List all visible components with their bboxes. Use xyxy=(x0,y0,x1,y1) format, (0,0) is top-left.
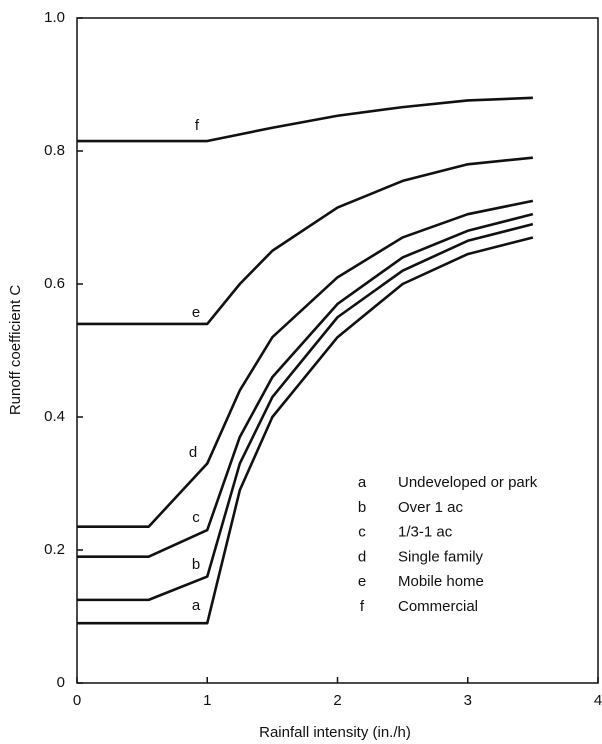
x-tick-label: 0 xyxy=(73,692,81,709)
y-tick-label: 0.8 xyxy=(44,142,65,159)
curve xyxy=(77,236,534,625)
curve xyxy=(77,222,534,602)
curve xyxy=(77,156,534,326)
plot-frame xyxy=(76,17,599,684)
legend-label: Undeveloped or park xyxy=(398,474,538,491)
curve-label: e xyxy=(192,304,200,321)
y-tick-label: 1.0 xyxy=(44,9,65,26)
x-tick-label: 4 xyxy=(594,692,602,709)
curve xyxy=(77,96,533,143)
y-axis-label: Runoff coefficient C xyxy=(7,285,24,416)
curve-label: a xyxy=(192,597,201,614)
legend-code: c xyxy=(358,524,366,541)
y-tick-label: 0 xyxy=(57,674,65,691)
x-tick-label: 1 xyxy=(203,692,211,709)
y-tick-label: 0.2 xyxy=(44,541,65,558)
legend-label: Mobile home xyxy=(398,573,484,590)
curve xyxy=(77,199,534,529)
y-tick-label: 0.4 xyxy=(44,408,65,425)
legend-code: d xyxy=(358,548,366,565)
legend-label: Commercial xyxy=(398,598,478,615)
legend-code: a xyxy=(358,474,367,491)
curve-label: c xyxy=(192,509,200,526)
curve-label: f xyxy=(195,117,200,134)
legend-code: b xyxy=(358,499,366,516)
legend-label: Single family xyxy=(398,548,484,565)
y-tick-label: 0.6 xyxy=(44,275,65,292)
curve-label: d xyxy=(189,444,197,461)
legend-code: e xyxy=(358,573,366,590)
x-tick-label: 3 xyxy=(464,692,472,709)
curve xyxy=(77,212,534,558)
legend-code: f xyxy=(360,598,365,615)
legend-label: 1/3-1 ac xyxy=(398,524,453,541)
curve-label: b xyxy=(192,556,200,573)
legend-label: Over 1 ac xyxy=(398,499,464,516)
x-tick-label: 2 xyxy=(333,692,341,709)
x-axis-label: Rainfall intensity (in./h) xyxy=(259,724,411,741)
